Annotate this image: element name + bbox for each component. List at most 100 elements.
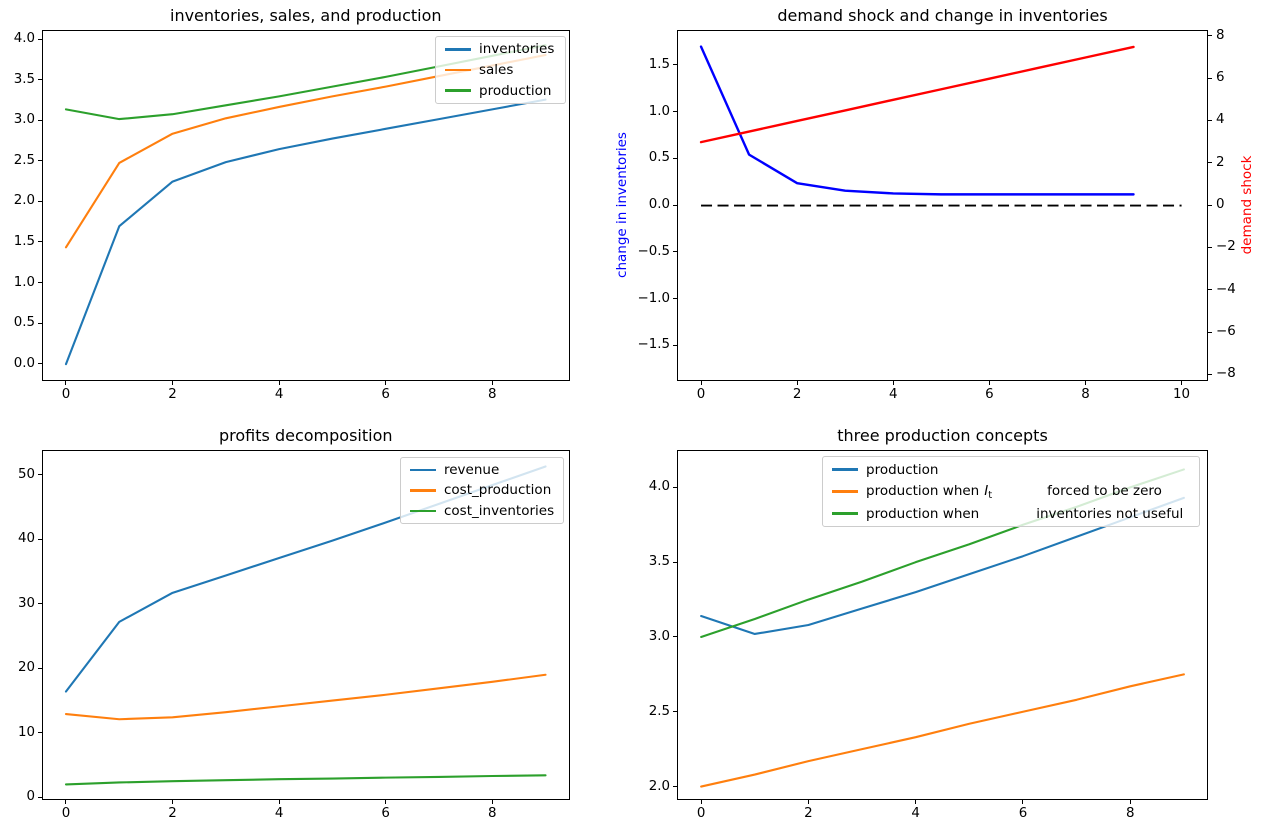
legend-swatch <box>410 489 436 492</box>
y-tick-label: 10 <box>17 724 35 740</box>
legend-item: inventories <box>445 41 557 57</box>
legend-item: cost_production <box>410 482 555 498</box>
y-tick-label: 0.0 <box>648 197 670 213</box>
legend-swatch <box>832 490 858 493</box>
x-tick-mark <box>988 380 990 385</box>
legend-item: production when It forced to be zero <box>832 483 1191 501</box>
y-tick-label: 40 <box>17 531 35 547</box>
y2-tick-mark <box>1208 246 1212 248</box>
y-tick-mark <box>38 667 42 669</box>
y-tick-label: 30 <box>17 595 35 611</box>
x-tick-mark <box>1084 380 1086 385</box>
y2-tick-label: 2 <box>1216 154 1225 170</box>
series-line-demand-shock <box>699 45 1135 143</box>
legend-item: production <box>445 83 557 99</box>
y-tick-mark <box>673 204 677 206</box>
x-tick-mark <box>385 380 387 385</box>
legend-label: inventories <box>479 41 555 58</box>
x-tick-mark <box>796 380 798 385</box>
y-tick-mark <box>673 64 677 66</box>
legend-label: production when It forced to be zero <box>866 482 1162 501</box>
y-tick-mark <box>673 251 677 253</box>
y2-tick-mark <box>1208 162 1212 164</box>
legend-label: production <box>866 461 939 478</box>
legend-item: production <box>832 462 1191 478</box>
x-tick-mark <box>278 800 280 804</box>
y-tick-label: 2.0 <box>648 778 670 794</box>
y2-tick-label: −4 <box>1216 281 1236 297</box>
y-tick-mark <box>38 282 42 283</box>
y-tick-label: 4.0 <box>648 479 670 495</box>
x-tick-label: 0 <box>61 806 71 821</box>
x-tick-label: 4 <box>911 806 920 821</box>
legend-label: cost_production <box>444 482 552 499</box>
legend-item: revenue <box>410 462 555 478</box>
x-tick-mark <box>278 380 280 385</box>
legend-swatch <box>445 89 471 92</box>
y-tick-mark <box>38 241 42 243</box>
y-tick-label: −1.0 <box>637 290 670 306</box>
y-tick-label: −1.5 <box>637 337 670 353</box>
y-tick-mark <box>673 561 677 563</box>
x-tick-mark <box>491 380 493 385</box>
y-tick-label: 1.5 <box>648 56 670 72</box>
y2-tick-mark <box>1208 331 1212 333</box>
legend-swatch <box>410 468 436 472</box>
x-tick-mark <box>172 800 174 804</box>
x-tick-mark <box>65 380 67 385</box>
x-tick-mark <box>1129 800 1131 804</box>
y2-tick-label: −8 <box>1216 366 1236 382</box>
x-tick-mark <box>65 800 67 804</box>
legend-label: production <box>479 82 552 99</box>
x-tick-label: 8 <box>487 386 497 402</box>
x-tick-mark <box>700 380 702 385</box>
y-tick-label: 0.0 <box>13 355 35 371</box>
x-tick-label: 4 <box>274 386 284 402</box>
y-tick-label: 3.5 <box>648 554 670 570</box>
y-tick-mark <box>38 796 42 798</box>
y-tick-label: 1.0 <box>13 274 35 290</box>
x-tick-label: 2 <box>804 806 813 821</box>
series-line-cost-production <box>64 673 547 721</box>
series-line-production <box>700 496 1185 636</box>
y-tick-mark <box>38 732 42 734</box>
legend-item: cost_inventories <box>410 503 555 519</box>
x-tick-mark <box>491 800 493 804</box>
y-tick-mark <box>38 119 42 121</box>
y-axis-label-right: demand shock <box>1239 155 1255 255</box>
x-tick-label: 4 <box>888 386 898 402</box>
x-tick-label: 8 <box>487 806 497 821</box>
legend-swatch <box>832 468 858 471</box>
y-tick-mark <box>38 603 42 605</box>
y-tick-mark <box>38 79 42 81</box>
x-tick-mark <box>385 800 387 804</box>
chart-title-demand-shock-and-change-in-inventories: demand shock and change in inventories <box>777 5 1108 25</box>
x-tick-label: 8 <box>1125 806 1135 821</box>
x-tick-label: 10 <box>1173 386 1191 402</box>
x-tick-label: 2 <box>792 386 802 402</box>
y2-tick-label: 8 <box>1216 27 1225 43</box>
legend-swatch <box>832 512 858 515</box>
x-tick-mark <box>915 800 917 804</box>
y2-tick-mark <box>1208 373 1212 375</box>
y-tick-mark <box>673 344 677 346</box>
legend-item: production when inventories not useful <box>832 506 1191 522</box>
x-tick-mark <box>892 380 894 385</box>
x-tick-mark <box>172 380 174 385</box>
y2-tick-mark <box>1208 35 1212 37</box>
series-line-change-in-inventories <box>699 44 1135 196</box>
x-tick-label: 4 <box>274 806 284 821</box>
y2-tick-mark <box>1208 119 1212 121</box>
y-tick-label: 3.0 <box>648 628 670 644</box>
y-tick-label: 20 <box>17 660 35 676</box>
legend-label: sales <box>479 61 514 78</box>
y-axis-label-left: change in inventories <box>614 132 630 278</box>
y-tick-mark <box>38 363 42 365</box>
x-tick-label: 2 <box>168 806 177 821</box>
y-tick-label: 1.0 <box>648 103 670 119</box>
y-tick-mark <box>673 636 677 638</box>
y-tick-label: 0.5 <box>13 315 35 331</box>
y-tick-label: −0.5 <box>637 243 670 259</box>
legend-inventories-sales-production: inventories sales production <box>435 36 566 104</box>
